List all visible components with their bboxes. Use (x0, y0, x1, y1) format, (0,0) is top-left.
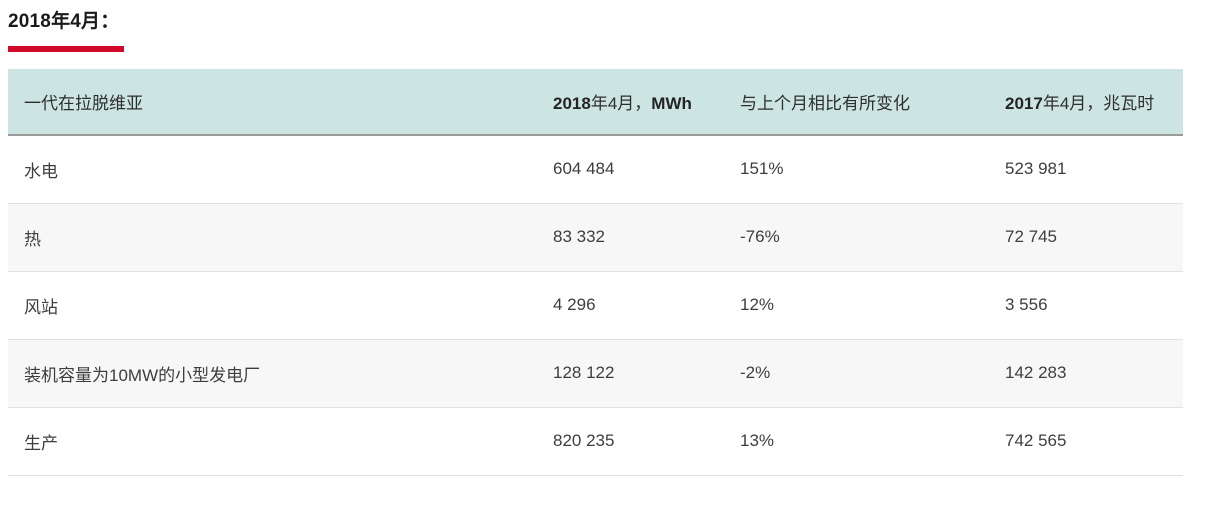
title-underline (8, 46, 124, 52)
header-2018-month: 年4月， (590, 94, 652, 113)
generation-table: 一代在拉脱维亚 2018年4月，MWh 与上个月相比有所变化 2017年4月，兆… (8, 69, 1183, 476)
page: 2018年4月： 一代在拉脱维亚 2018年4月，MWh 与上个月相比有所变化 (8, 11, 1183, 476)
table-row-thermal: 热 83 332 -76% 72 745 (8, 203, 1183, 271)
value-2017-cell: 72 745 (1005, 227, 1057, 246)
change-cell: 12% (740, 295, 775, 314)
value-2017-cell: 742 565 (1005, 431, 1067, 450)
change-cell: 151% (740, 159, 784, 179)
value-2017-cell: 523 981 (1005, 159, 1067, 179)
value-2018-cell: 83 332 (553, 227, 605, 246)
value-2018-cell: 128 122 (553, 363, 615, 382)
value-2018-cell: 604 484 (553, 159, 615, 179)
header-generation: 一代在拉脱维亚 (8, 69, 537, 135)
header-2017-mwh: 2017年4月，兆瓦时 (989, 69, 1183, 135)
header-generation-label: 一代在拉脱维亚 (24, 94, 143, 113)
value-2017-cell: 142 283 (1005, 363, 1067, 382)
row-label-cell: 热 (24, 229, 41, 249)
header-2018-mwh: 2018年4月，MWh (537, 69, 724, 135)
header-2018-unit: MWh (651, 94, 692, 113)
row-label-cell: 生产 (24, 433, 58, 453)
table-row-small-plants: 装机容量为10MW的小型发电厂 128 122 -2% 142 283 (8, 339, 1183, 407)
header-2017-year: 2017 (1005, 94, 1043, 113)
row-label-cell: 风站 (24, 297, 58, 317)
table-row-wind: 风站 4 296 12% 3 556 (8, 271, 1183, 339)
row-label-cell: 装机容量为10MW的小型发电厂 (24, 365, 261, 385)
header-2017-unit: 兆瓦时 (1103, 94, 1155, 113)
table-header-row: 一代在拉脱维亚 2018年4月，MWh 与上个月相比有所变化 2017年4月，兆… (8, 69, 1183, 135)
page-title: 2018年4月： (8, 11, 120, 32)
value-2018-cell: 820 235 (553, 431, 615, 450)
header-2017-month: 年4月， (1042, 94, 1104, 113)
table-row-production: 生产 820 235 13% 742 565 (8, 407, 1183, 475)
change-cell: -76% (740, 227, 780, 246)
value-2017-cell: 3 556 (1005, 295, 1048, 314)
header-change-label: 与上个月相比有所变化 (740, 94, 910, 113)
row-label-cell: 水电 (24, 161, 58, 181)
change-cell: 13% (740, 431, 775, 450)
header-2018-year: 2018 (553, 94, 591, 113)
change-cell: -2% (740, 363, 771, 382)
value-2018-cell: 4 296 (553, 295, 596, 314)
table-row-hydro: 水电 604 484 151% 523 981 (8, 135, 1183, 203)
header-change: 与上个月相比有所变化 (724, 69, 989, 135)
